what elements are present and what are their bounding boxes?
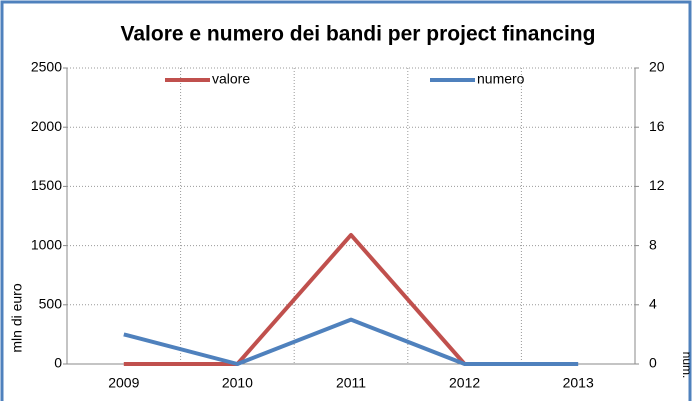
x-tick-label: 2013 (563, 375, 594, 391)
legend-label: numero (477, 71, 525, 87)
x-tick-label: 2012 (449, 375, 480, 391)
y2-tick-label: 20 (649, 59, 665, 75)
chart-title: Valore e numero dei bandi per project fi… (121, 23, 596, 46)
y-axis-label: mln di euro (9, 283, 25, 352)
series-line (123, 317, 579, 366)
x-tick-label: 2011 (336, 375, 366, 391)
y-tick-label: 2500 (31, 59, 62, 75)
y2-tick-label: 0 (649, 355, 657, 371)
y2-tick-label: 12 (649, 177, 665, 193)
y2-axis-label: num. (680, 352, 693, 379)
y-tick-label: 0 (54, 355, 62, 371)
y-tick-label: 1000 (31, 236, 62, 252)
y2-tick-label: 16 (649, 118, 665, 134)
y2-tick-label: 8 (649, 236, 657, 252)
x-tick-label: 2010 (222, 375, 253, 391)
legend-label: valore (212, 71, 250, 87)
y-tick-label: 500 (39, 296, 63, 312)
y-tick-label: 2000 (31, 118, 62, 134)
y-tick-label: 1500 (31, 177, 62, 193)
x-tick-label: 2009 (108, 375, 139, 391)
y2-tick-label: 4 (649, 296, 657, 312)
series-line (123, 232, 467, 366)
